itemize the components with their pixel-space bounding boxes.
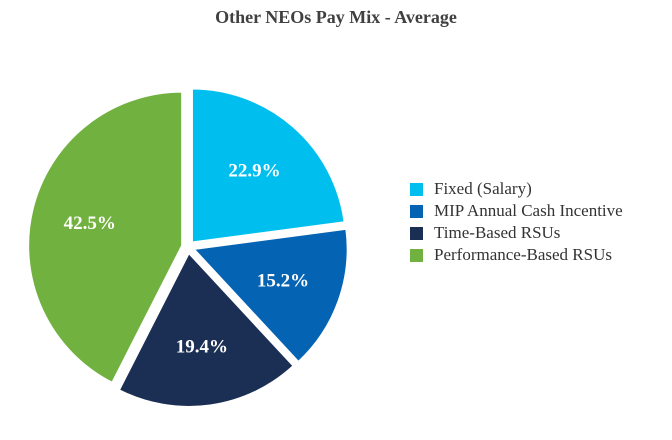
data-label-performance-based-rsus: 42.5% [64, 213, 116, 234]
legend-swatch-fixed-salary [410, 182, 423, 196]
pie-slice-performance-based-rsus [27, 90, 184, 385]
legend-swatch-mip-annual-cash-incentive [410, 204, 423, 218]
data-label-fixed-salary: 22.9% [228, 161, 280, 182]
pie-slice-mip-annual-cash-incentive [191, 227, 349, 364]
legend-label-mip-annual-cash-incentive: MIP Annual Cash Incentive [434, 201, 623, 220]
pie-slice-time-based-rsus [117, 251, 295, 408]
legend: Fixed (Salary) MIP Annual Cash Incentive… [410, 178, 623, 266]
data-label-time-based-rsus: 19.4% [176, 337, 228, 358]
pie-slice-fixed-salary [190, 87, 346, 244]
legend-swatch-performance-based-rsus [410, 248, 423, 262]
legend-item-performance-based-rsus: Performance-Based RSUs [410, 244, 623, 266]
legend-item-fixed-salary: Fixed (Salary) [410, 178, 623, 200]
legend-label-performance-based-rsus: Performance-Based RSUs [434, 245, 612, 264]
legend-swatch-time-based-rsus [410, 226, 423, 240]
legend-label-fixed-salary: Fixed (Salary) [434, 179, 532, 198]
legend-label-time-based-rsus: Time-Based RSUs [434, 223, 561, 242]
data-label-mip-annual-cash-incentive: 15.2% [257, 271, 309, 292]
legend-item-mip-annual-cash-incentive: MIP Annual Cash Incentive [410, 200, 623, 222]
chart-title: Other NEOs Pay Mix - Average [215, 7, 457, 27]
legend-item-time-based-rsus: Time-Based RSUs [410, 222, 623, 244]
